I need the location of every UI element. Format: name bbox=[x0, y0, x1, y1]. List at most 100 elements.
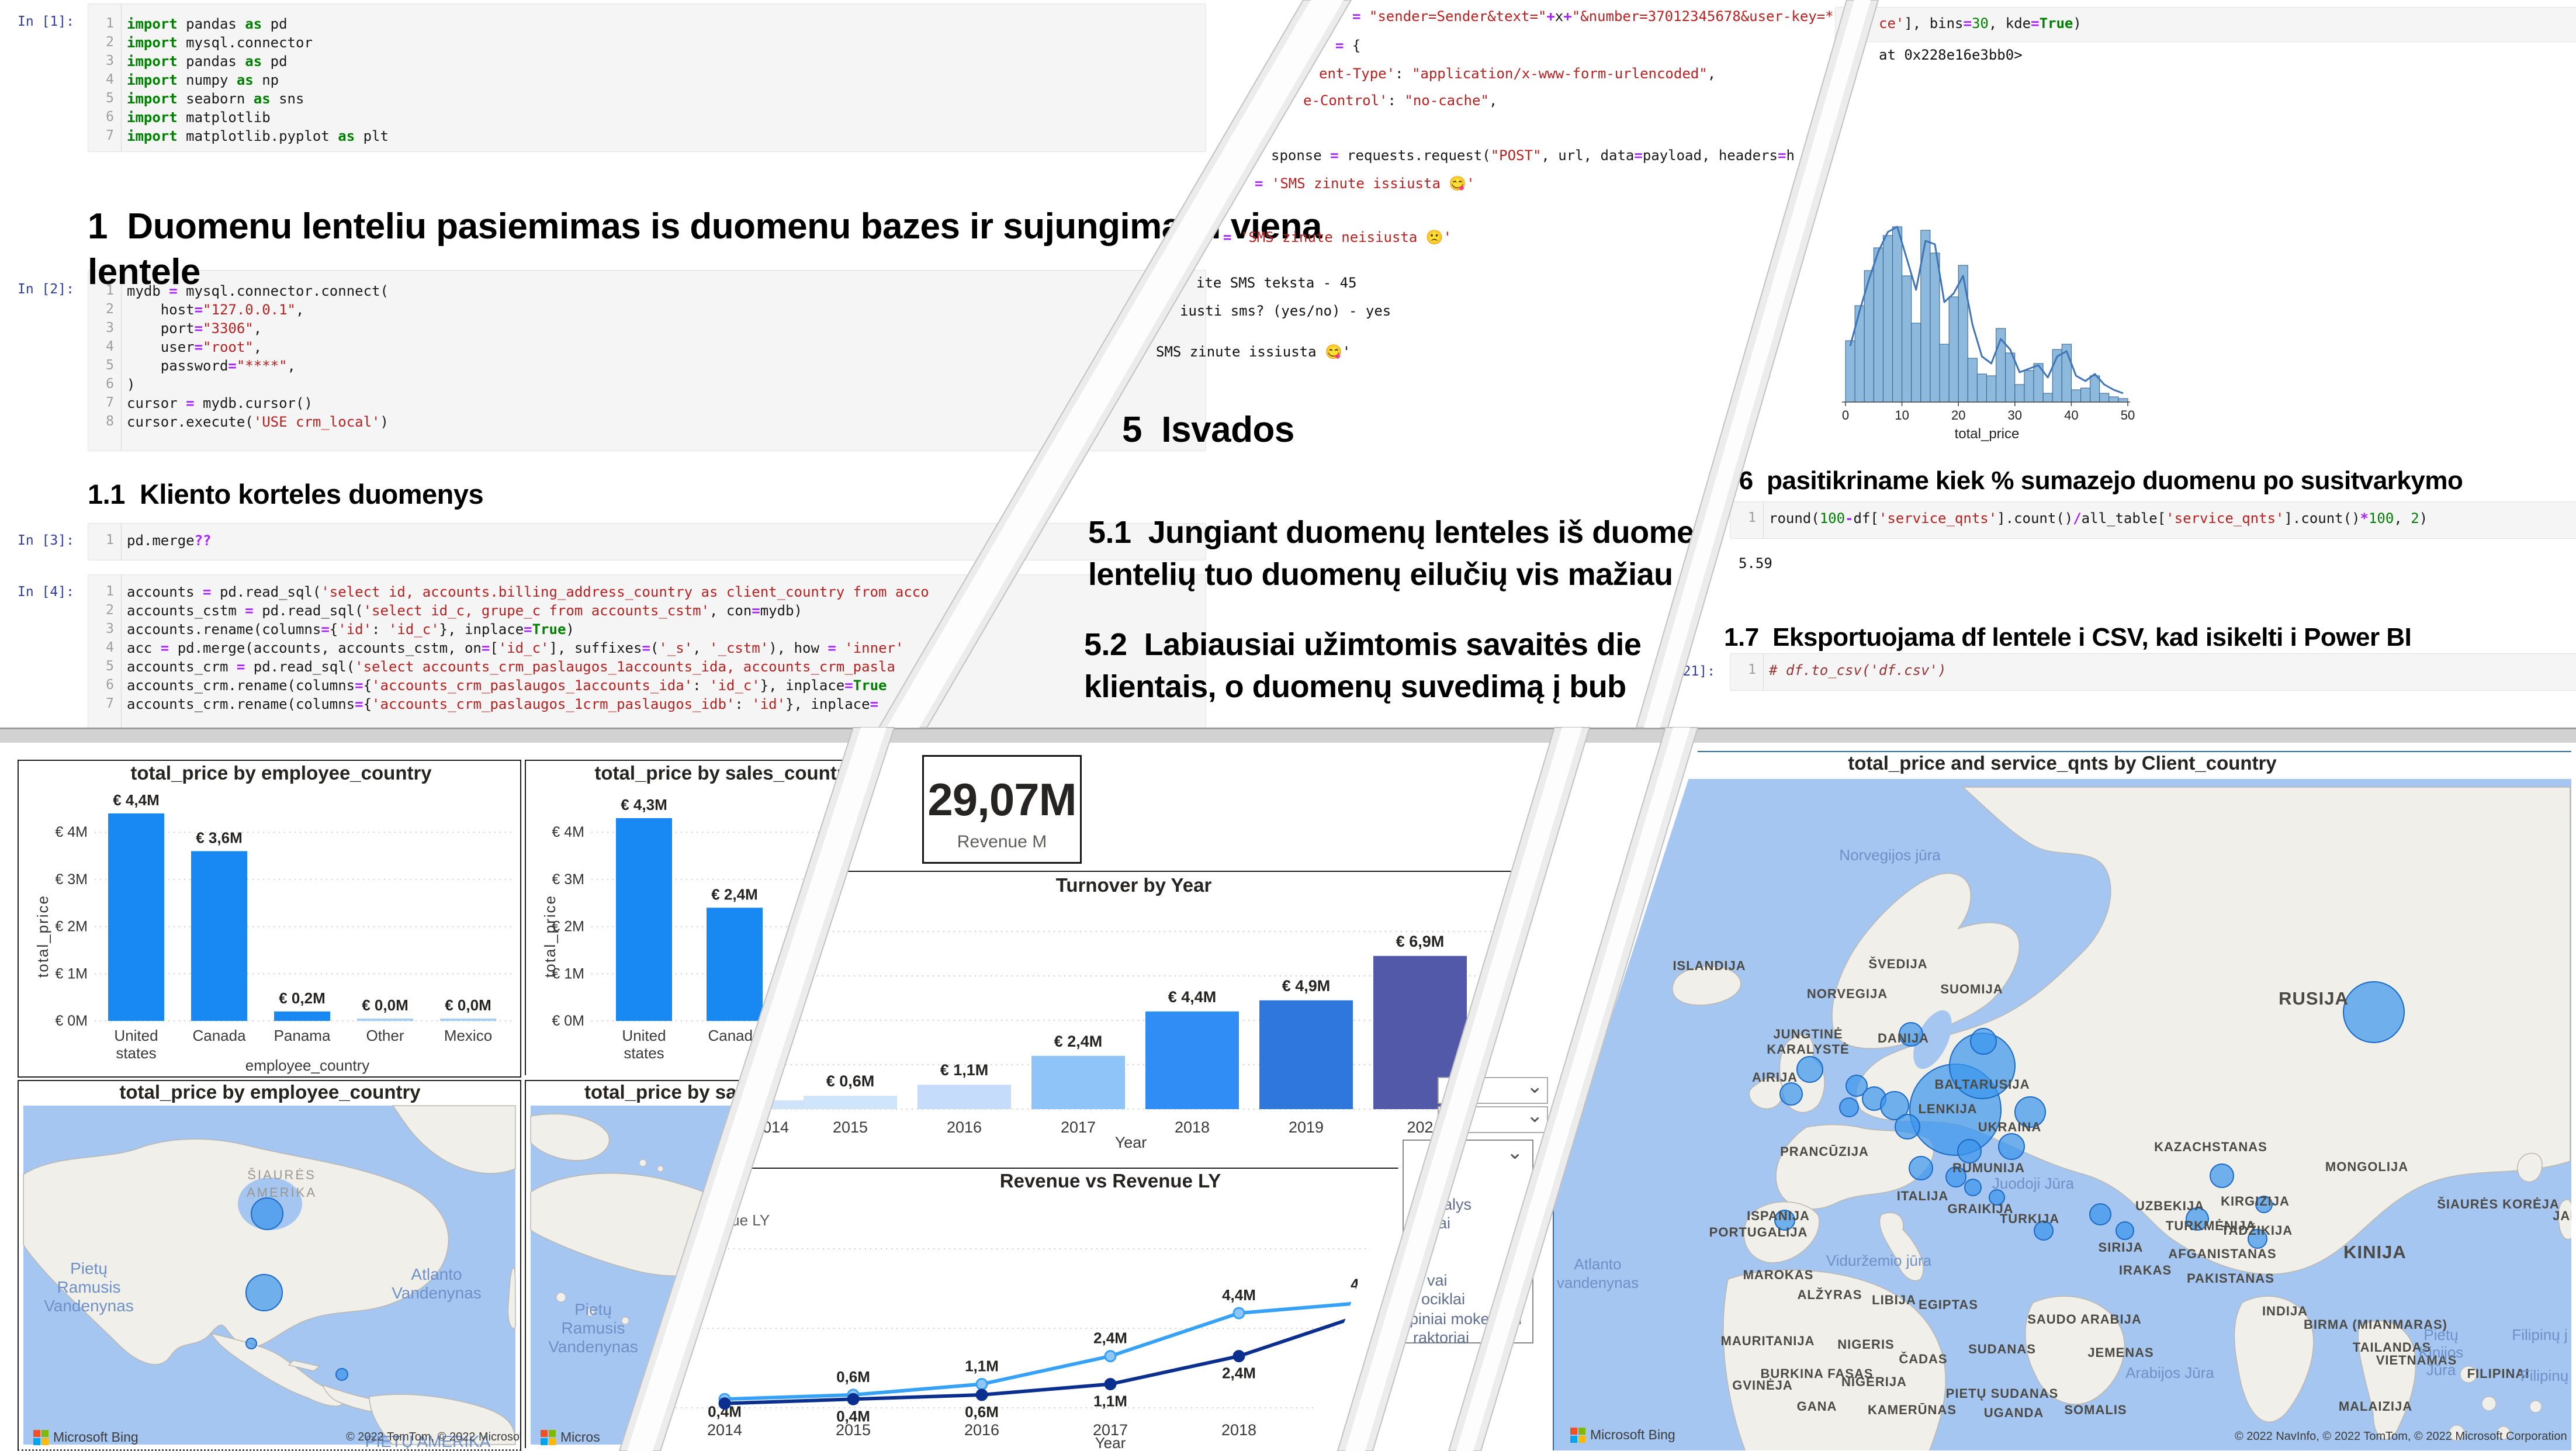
code-token: = bbox=[186, 395, 195, 411]
map-bubble[interactable] bbox=[1839, 1097, 1859, 1117]
bar[interactable] bbox=[274, 1011, 330, 1021]
kpi-revenue-card[interactable]: 29,07M Revenue M bbox=[922, 755, 1082, 864]
data-label: € 2,4M bbox=[711, 885, 758, 903]
bar[interactable] bbox=[191, 851, 247, 1021]
code-cell[interactable]: 1 import pandas as pd 2 import mysql.connec… bbox=[88, 4, 1206, 152]
ocean-label: Atlanto bbox=[411, 1265, 462, 1283]
map-bubble[interactable] bbox=[1779, 1082, 1803, 1106]
map-bubble[interactable] bbox=[1774, 1210, 1795, 1231]
map-bubble[interactable] bbox=[1945, 1166, 1966, 1187]
map-bubble[interactable] bbox=[1909, 1156, 1933, 1180]
code-token: pd.read_sql( bbox=[211, 584, 321, 600]
map-total-price-by-employee-country[interactable]: total_price by employee_country ŠIAURĖS AM… bbox=[18, 1080, 521, 1451]
data-label: 1,1M bbox=[965, 1358, 999, 1375]
bar[interactable] bbox=[1031, 1055, 1125, 1109]
code-cell[interactable]: 1 round(100-df['service_qnts'].count()/al… bbox=[1730, 501, 2576, 539]
map-bubble[interactable] bbox=[1880, 1091, 1909, 1120]
legend-item-fragment[interactable]: vai bbox=[1427, 1272, 1448, 1289]
code-token bbox=[1263, 175, 1271, 192]
cell-prompt: In [3]: bbox=[18, 533, 74, 548]
map-bubble[interactable] bbox=[335, 1368, 348, 1381]
data-point[interactable] bbox=[1232, 1307, 1245, 1320]
map-bubble[interactable] bbox=[1796, 1056, 1823, 1083]
map-bubble[interactable] bbox=[2014, 1096, 2046, 1128]
chart-title: total_price by sales_countr bbox=[594, 762, 844, 784]
data-point[interactable] bbox=[847, 1393, 860, 1405]
legend-item-fragment[interactable]: raktoriai bbox=[1413, 1329, 1470, 1346]
chevron-down-icon[interactable]: ⌄ bbox=[1526, 1104, 1543, 1127]
code-token: = bbox=[752, 602, 760, 619]
map-bubble[interactable] bbox=[251, 1197, 283, 1230]
map-bubble[interactable] bbox=[1899, 1022, 1923, 1047]
data-point[interactable] bbox=[718, 1397, 731, 1410]
map-land bbox=[2517, 1152, 2543, 1183]
dropdown-box-2[interactable]: ⌄ bbox=[1438, 1106, 1548, 1133]
map-bubble[interactable] bbox=[2034, 1221, 2054, 1241]
data-point[interactable] bbox=[1361, 1307, 1374, 1320]
baltic-sea bbox=[1913, 1010, 1952, 1069]
histogram-bar bbox=[1911, 323, 1921, 403]
code-token: 100 bbox=[2368, 510, 2394, 527]
map-bubble[interactable] bbox=[2248, 1229, 2267, 1249]
code-cell[interactable]: 1 pd.merge?? bbox=[88, 523, 1206, 560]
data-point[interactable] bbox=[1361, 1296, 1374, 1309]
bar[interactable] bbox=[1145, 1011, 1239, 1109]
map-bubble[interactable] bbox=[245, 1338, 257, 1349]
map-bubble[interactable] bbox=[2115, 1221, 2134, 1240]
data-label: 4,9M bbox=[1351, 1276, 1384, 1293]
legend-item-fragment[interactable]: dalys bbox=[1435, 1196, 1472, 1213]
line-number-separator bbox=[121, 524, 122, 560]
map-bubble[interactable] bbox=[1846, 1075, 1868, 1097]
map-land bbox=[1723, 1269, 1947, 1450]
y-axis-title: total_price bbox=[34, 895, 51, 978]
chart-total-price-by-employee-country[interactable]: total_price by employee_country € 0M € 1M €… bbox=[18, 760, 521, 1078]
data-point[interactable] bbox=[1232, 1350, 1245, 1363]
map-bubble[interactable] bbox=[2255, 1196, 2273, 1213]
map-bubble[interactable] bbox=[2210, 1163, 2234, 1188]
map-bubble[interactable] bbox=[2343, 981, 2405, 1043]
bar[interactable] bbox=[917, 1085, 1011, 1109]
map-bubble[interactable] bbox=[1970, 1028, 1997, 1055]
code-token: = bbox=[236, 659, 245, 675]
map-bubble[interactable] bbox=[245, 1274, 283, 1311]
map-land bbox=[2025, 1296, 2125, 1405]
legend-item-fragment[interactable]: ociklai bbox=[1421, 1290, 1466, 1308]
markdown-heading: 1.6 pasitikriname kiek % sumazejo duomen… bbox=[1718, 466, 2463, 495]
bar[interactable] bbox=[357, 1019, 413, 1021]
bar[interactable] bbox=[440, 1019, 496, 1021]
bar[interactable] bbox=[1259, 1000, 1353, 1109]
data-label: 0,6M bbox=[965, 1403, 999, 1421]
map-bubble[interactable] bbox=[2186, 1207, 2209, 1231]
bar[interactable] bbox=[804, 1096, 897, 1109]
code-cell[interactable] bbox=[1835, 7, 2576, 42]
data-point[interactable] bbox=[975, 1388, 988, 1401]
map-bubble[interactable] bbox=[1964, 1179, 1982, 1196]
map-bubble[interactable] bbox=[2089, 1203, 2111, 1225]
map-bubble[interactable] bbox=[1957, 1139, 1982, 1163]
chevron-down-icon[interactable]: ⌄ bbox=[1507, 1141, 1524, 1163]
map-bubble[interactable] bbox=[1989, 1189, 2005, 1206]
data-point[interactable] bbox=[975, 1378, 988, 1391]
legend-item-fragment[interactable]: iai bbox=[1435, 1214, 1451, 1232]
chart-turnover-by-year[interactable]: Turnover by Year 2014 € 0,6M 2015 € 1,1M 2016… bbox=[717, 871, 1512, 1150]
data-point[interactable] bbox=[1104, 1350, 1117, 1363]
dropdown-box-1[interactable]: ⌄ bbox=[1438, 1075, 1548, 1104]
code-token: { bbox=[329, 621, 338, 638]
code-cell[interactable]: 1 mydb = mysql.connector.connect(2 host="… bbox=[88, 270, 1206, 451]
bar[interactable] bbox=[707, 908, 763, 1021]
code-token: payload, headers bbox=[1642, 147, 1778, 164]
legend-label: Revenue LY bbox=[687, 1211, 770, 1229]
code-cell[interactable]: 1 # df.to_csv('df.csv') bbox=[1730, 653, 2576, 691]
code-token: 'select id_c, grupe_c from accounts_cstm… bbox=[363, 602, 710, 619]
map-bubble[interactable] bbox=[1998, 1133, 2025, 1160]
data-point[interactable] bbox=[1104, 1378, 1117, 1391]
map-bubble[interactable] bbox=[1895, 1114, 1920, 1140]
bar[interactable] bbox=[616, 818, 672, 1021]
legend-item-fragment[interactable]: piniai mokejimai bbox=[1410, 1310, 1522, 1328]
code-token: pd bbox=[262, 16, 288, 32]
line-number: 1 bbox=[1748, 510, 1756, 525]
code-cell[interactable]: 1 accounts = pd.read_sql('select id, acco… bbox=[88, 574, 1206, 729]
bar[interactable] bbox=[108, 813, 164, 1021]
chevron-down-icon[interactable]: ⌄ bbox=[1526, 1075, 1543, 1097]
map-total-price-and-service-qnts-by-client-country[interactable]: total_price and service_qnts by Client_c… bbox=[1553, 751, 2571, 1450]
